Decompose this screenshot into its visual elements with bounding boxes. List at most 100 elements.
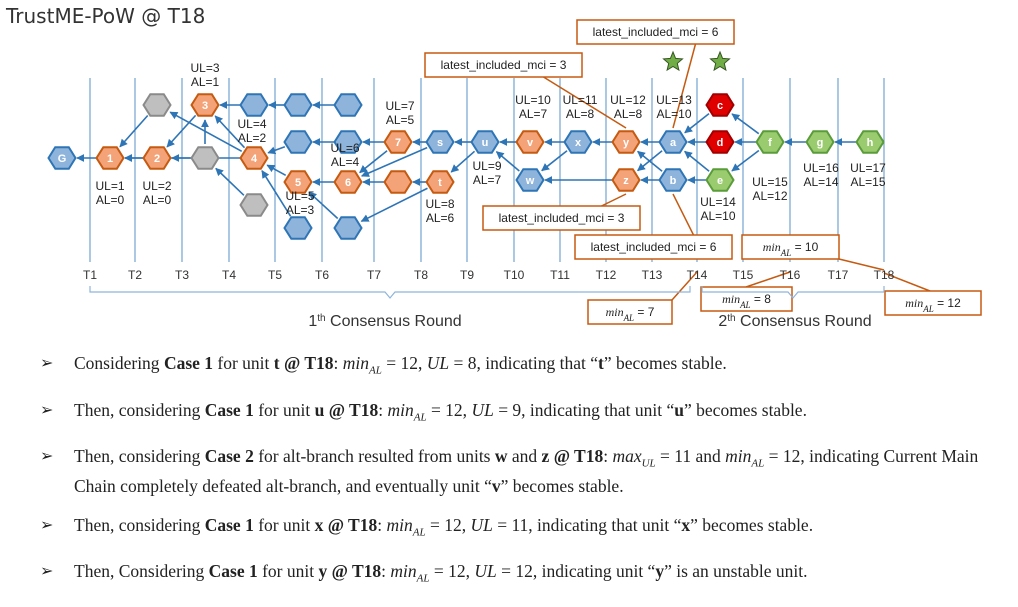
unit-node-y[interactable]: y: [611, 130, 641, 154]
unit-node-g3[interactable]: [239, 193, 269, 217]
unit-node-b4[interactable]: [283, 216, 313, 240]
level-annotation-n5: UL=5 AL=3: [285, 189, 314, 217]
callout-lim3_bot: latest_included_mci = 3: [482, 205, 641, 231]
timeline-label-T11: T11: [550, 268, 570, 282]
unit-node-7[interactable]: 7: [383, 130, 413, 154]
timeline-label-T2: T2: [128, 268, 142, 282]
unit-node-b[interactable]: b: [658, 168, 688, 192]
unit-node-a[interactable]: a: [658, 130, 688, 154]
unit-node-f[interactable]: f: [755, 130, 785, 154]
unit-node-b1[interactable]: [239, 93, 269, 117]
unit-node-gg[interactable]: g: [805, 130, 835, 154]
unit-node-1[interactable]: 1: [95, 146, 125, 170]
arrow-bullet-icon: ➢: [40, 353, 54, 372]
unit-node-s[interactable]: s: [425, 130, 455, 154]
edge-4-to-3: [214, 115, 246, 149]
timeline-label-T3: T3: [175, 268, 189, 282]
svg-text:5: 5: [295, 177, 301, 189]
dag-diagram: G 1 2 3 4 5 6 7 s t u v w x y z a b c d e f g h UL=3 AL=1 UL=4 AL=…: [47, 19, 982, 330]
unit-node-t[interactable]: t: [425, 170, 455, 194]
callout-lim3_top: latest_included_mci = 3: [424, 52, 583, 78]
unit-node-g1[interactable]: [142, 93, 172, 117]
edge-x-to-w: [541, 150, 568, 172]
timeline-label-T18: T18: [874, 268, 895, 282]
svg-text:minAL = 10: minAL = 10: [763, 240, 819, 258]
edge-f-to-c: [731, 113, 760, 135]
svg-text:c: c: [717, 100, 723, 112]
svg-text:2: 2: [154, 153, 160, 165]
unit-node-b5[interactable]: [333, 93, 363, 117]
callout-min12: minAL = 12: [884, 290, 982, 316]
explanation-list: ➢ Considering Case 1 for unit t @ T18: mi…: [40, 352, 1015, 607]
edge-7-to-6: [359, 150, 388, 174]
star-icon-1: [662, 50, 684, 72]
arrow-bullet-icon: ➢: [40, 399, 54, 419]
unit-node-5[interactable]: 5: [283, 170, 313, 194]
level-annotation-n3: UL=3 AL=1: [190, 61, 219, 89]
explanation-item-2: ➢ Then, considering Case 1 for unit u @ T…: [40, 399, 807, 424]
edge-b4-to-4: [261, 170, 292, 217]
edge-g1-to-1: [119, 114, 149, 148]
svg-text:x: x: [575, 137, 582, 149]
svg-text:G: G: [58, 153, 67, 165]
arrow-bullet-icon: ➢: [40, 446, 54, 465]
svg-text:7: 7: [395, 137, 401, 149]
edge-a-to-z: [637, 150, 663, 172]
unit-node-6[interactable]: 6: [333, 170, 363, 194]
unit-node-G[interactable]: G: [47, 146, 77, 170]
edge-w-to-u: [495, 151, 520, 172]
level-annotation-n1: UL=1 AL=0: [95, 179, 124, 207]
svg-text:a: a: [670, 137, 677, 149]
timeline-label-T10: T10: [504, 268, 525, 282]
edge-f-to-e: [731, 149, 760, 172]
unit-node-c[interactable]: c: [705, 93, 735, 117]
edge-t-to-b6: [360, 187, 428, 223]
explanation-item-3: ➢ Then, considering Case 2 for alt-branch…: [40, 446, 979, 496]
unit-node-b3[interactable]: [283, 130, 313, 154]
unit-node-4[interactable]: 4: [239, 146, 269, 170]
svg-text:latest_included_mci = 3: latest_included_mci = 3: [441, 58, 567, 72]
edge-c-to-a: [684, 113, 710, 134]
unit-node-z[interactable]: z: [611, 168, 641, 192]
unit-node-v[interactable]: v: [515, 130, 545, 154]
explanation-item-5: ➢ Then, Considering Case 1 for unit y @ T…: [40, 561, 808, 585]
edge-u-to-t: [450, 150, 476, 173]
unit-node-o1[interactable]: [383, 170, 413, 194]
callout-lim6_bot: latest_included_mci = 6: [574, 234, 733, 260]
timeline-label-T9: T9: [460, 268, 474, 282]
svg-text:d: d: [717, 137, 724, 149]
page-title: TrustME-PoW @ T18: [6, 4, 206, 28]
svg-text:latest_included_mci = 3: latest_included_mci = 3: [499, 211, 625, 225]
svg-text:e: e: [717, 175, 723, 187]
svg-text:h: h: [867, 137, 874, 149]
unit-node-h[interactable]: h: [855, 130, 885, 154]
unit-node-d[interactable]: d: [705, 130, 735, 154]
unit-node-2[interactable]: 2: [142, 146, 172, 170]
timeline-label-T1: T1: [83, 268, 97, 282]
edge-4-to-g1: [169, 111, 243, 152]
level-annotation-n4: UL=4 AL=2: [237, 117, 266, 145]
unit-node-b2[interactable]: [283, 93, 313, 117]
unit-node-b6[interactable]: [333, 216, 363, 240]
level-annotation-n6: UL=6 AL=4: [330, 141, 359, 169]
unit-node-w[interactable]: w: [515, 168, 545, 192]
unit-node-3[interactable]: 3: [190, 93, 220, 117]
unit-node-x[interactable]: x: [563, 130, 593, 154]
edge-b6-to-5: [308, 191, 339, 220]
level-annotation-n14: UL=14 AL=10: [700, 195, 736, 223]
level-annotation-n15: UL=15 AL=12: [752, 175, 788, 203]
unit-node-e[interactable]: e: [705, 168, 735, 192]
level-annotation-n2: UL=2 AL=0: [142, 179, 171, 207]
edge-5-to-4: [266, 164, 287, 176]
unit-node-g2[interactable]: [190, 146, 220, 170]
unit-node-b7[interactable]: [333, 130, 363, 154]
timeline-label-T5: T5: [268, 268, 282, 282]
level-annotation-n13: UL=13 AL=10: [656, 93, 692, 121]
svg-text:y: y: [623, 137, 630, 149]
svg-text:latest_included_mci = 6: latest_included_mci = 6: [591, 240, 717, 254]
edge-s-to-6: [361, 146, 428, 177]
level-annotation-n12: UL=12 AL=8: [610, 93, 646, 121]
svg-text:u: u: [482, 137, 489, 149]
unit-node-u[interactable]: u: [470, 130, 500, 154]
level-annotation-n11: UL=11 AL=8: [563, 93, 598, 121]
